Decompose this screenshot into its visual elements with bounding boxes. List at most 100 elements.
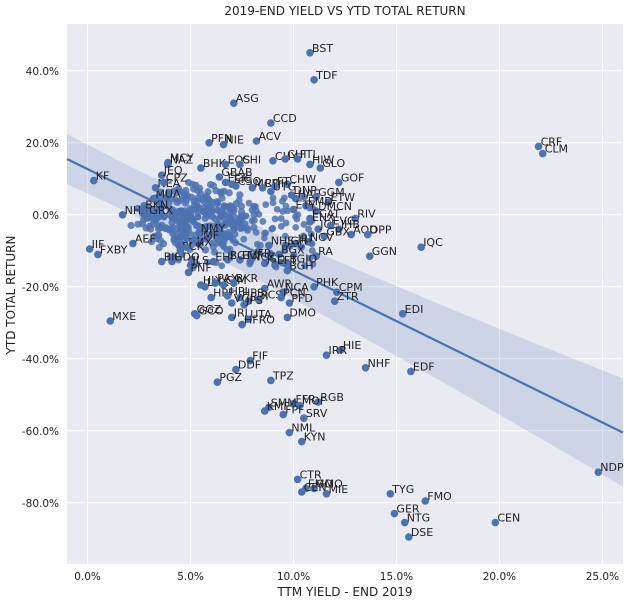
data-point: SMM — [265, 396, 297, 412]
point-marker — [267, 376, 275, 385]
data-point: NMY — [194, 222, 226, 237]
point-label: EHI — [215, 251, 233, 264]
cloud-point — [159, 240, 168, 248]
cloud-point — [278, 197, 286, 205]
point-marker — [283, 266, 292, 275]
data-point: GBX — [320, 225, 350, 241]
point-marker — [324, 198, 333, 206]
point-label: GBX — [326, 225, 350, 238]
point-marker — [159, 178, 168, 187]
cloud-point — [271, 215, 279, 223]
point-label: JLS — [192, 254, 209, 267]
data-point: AWP — [260, 278, 291, 293]
data-point: PNF — [184, 261, 212, 277]
data-point: RGB — [314, 391, 344, 406]
data-point: RA — [312, 245, 333, 260]
point-label: IQC — [423, 236, 443, 249]
point-marker — [332, 288, 341, 297]
cloud-point — [190, 197, 198, 205]
point-marker — [139, 205, 147, 214]
chart-title: 2019-END YIELD VS YTD TOTAL RETURN — [224, 4, 465, 18]
data-point: CPM — [332, 281, 363, 297]
point-marker — [194, 229, 203, 237]
point-marker — [232, 365, 240, 374]
point-marker — [271, 261, 279, 270]
cloud-point — [290, 251, 298, 259]
data-point: NCV — [304, 231, 334, 246]
cloud-point — [211, 248, 218, 256]
point-marker — [291, 239, 300, 248]
cloud-point — [236, 213, 244, 221]
cloud-point — [292, 223, 300, 231]
x-tick-label: 25.0% — [586, 571, 619, 583]
point-label: GGN — [372, 245, 397, 258]
data-point: FMO — [421, 490, 452, 505]
data-point: TDF — [310, 69, 338, 84]
cloud-point — [248, 217, 256, 225]
data-point: UTG — [267, 180, 296, 196]
data-point: GLO — [316, 157, 346, 172]
data-point: FIF — [246, 350, 268, 365]
cloud-point — [221, 219, 229, 228]
point-marker — [417, 243, 425, 251]
point-label: JGH — [286, 234, 307, 247]
point-label: CHI — [287, 148, 306, 161]
data-point: EDF — [407, 360, 435, 376]
data-point: ENX — [306, 211, 335, 226]
data-point: GOF — [335, 171, 365, 187]
point-marker — [310, 484, 318, 493]
cloud-point — [278, 259, 286, 267]
cloud-point — [297, 243, 305, 251]
data-point: BGIO — [283, 252, 317, 268]
point-label: KF — [96, 170, 110, 183]
point-label: HPI — [230, 285, 248, 298]
cloud-point — [204, 212, 212, 220]
point-label: RCS — [261, 288, 283, 301]
data-point: IIF — [85, 238, 104, 253]
cloud-point — [152, 234, 161, 243]
data-point: ETY — [289, 198, 316, 214]
cloud-point — [203, 258, 211, 266]
data-point: PHK — [310, 276, 339, 291]
data-point: IRR — [322, 344, 347, 360]
x-tick-label: 15.0% — [380, 571, 413, 583]
point-marker — [176, 247, 185, 255]
point-marker — [302, 202, 310, 210]
point-label: MOF — [302, 395, 326, 408]
point-marker — [260, 259, 269, 268]
data-point: AEF — [129, 233, 156, 248]
point-marker — [398, 310, 407, 318]
data-point: JHB — [335, 218, 360, 233]
point-label: JEQ — [163, 164, 183, 177]
cloud-point — [213, 199, 221, 208]
data-point: IQC — [417, 236, 443, 251]
cloud-point — [220, 231, 228, 239]
point-marker — [221, 160, 230, 169]
point-marker — [314, 225, 323, 233]
data-point: EHI — [209, 251, 234, 266]
cloud-point — [183, 225, 191, 232]
cloud-point — [192, 205, 200, 213]
cloud-point — [175, 241, 183, 249]
point-marker — [361, 364, 370, 372]
point-marker — [322, 351, 331, 360]
confidence-band — [67, 133, 623, 487]
point-label: GRX — [149, 204, 173, 217]
point-label: PHK — [316, 276, 339, 289]
cloud-point — [149, 206, 157, 214]
cloud-point — [242, 212, 250, 220]
point-label: SMM — [271, 396, 297, 409]
point-marker — [347, 230, 355, 239]
data-point: BKN — [139, 198, 168, 214]
y-tick-label: -60.0% — [22, 426, 59, 438]
point-label: CEN — [304, 481, 327, 494]
point-marker — [254, 295, 263, 304]
point-marker — [283, 259, 292, 268]
point-label: GOF — [341, 171, 365, 184]
point-marker — [252, 137, 261, 145]
point-label: PCN — [283, 287, 306, 300]
x-axis-ticks: 0.0% 5.0% 10.0% 15.0% 20.0% 25.0% — [74, 571, 619, 583]
data-point: FT — [271, 175, 290, 190]
cloud-point — [216, 221, 223, 229]
data-point: GGN — [365, 245, 397, 260]
